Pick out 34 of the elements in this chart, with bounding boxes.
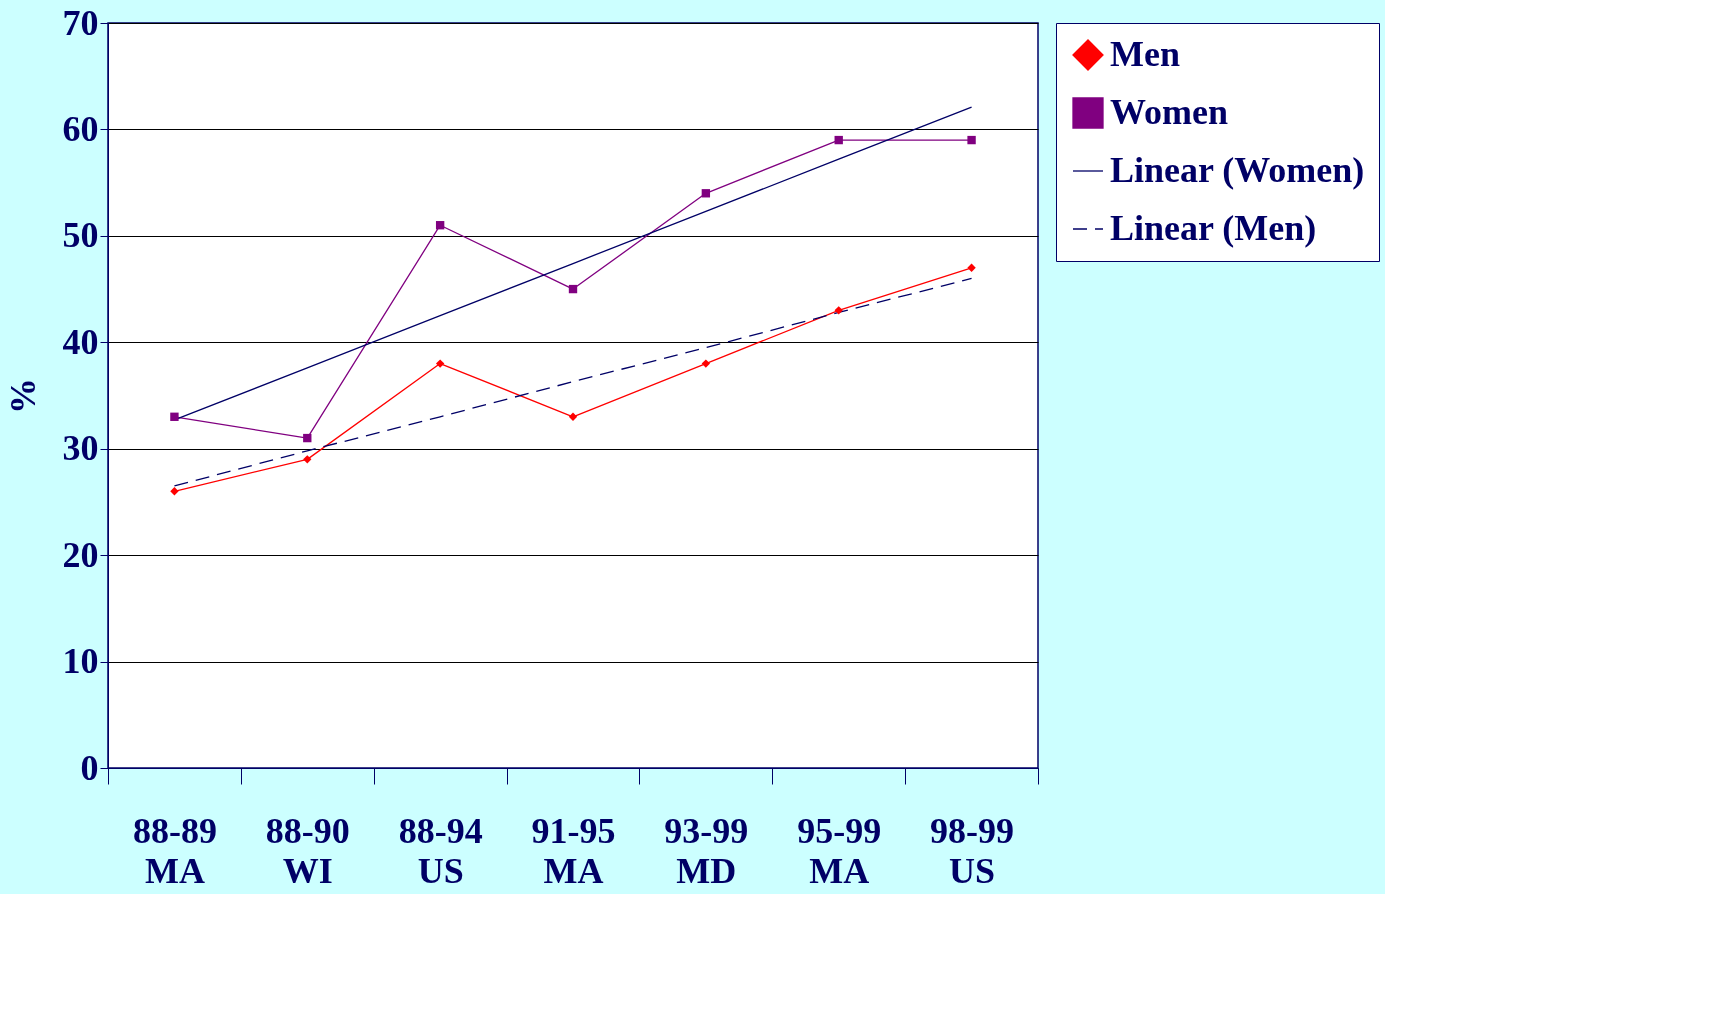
legend-label: Linear (Men) [1110, 208, 1317, 248]
y-tick-label: 60 [62, 108, 99, 149]
point [303, 433, 312, 443]
y-tick-label: 20 [62, 534, 99, 575]
point [967, 263, 976, 272]
y-tick-label: 50 [62, 215, 99, 256]
point [834, 306, 843, 315]
point [568, 284, 578, 294]
y-tick-label: 30 [62, 428, 99, 469]
y-tick-label: 40 [62, 321, 99, 362]
point [834, 135, 843, 145]
point [435, 359, 445, 368]
legend-label: Linear (Women) [1110, 150, 1365, 190]
legend-label: Men [1110, 34, 1180, 74]
y-tick-label: 10 [62, 641, 99, 682]
x-tick-label: 88-94 US [398, 810, 483, 891]
point [170, 412, 179, 421]
x-tick-label: 93-99 MD [664, 810, 749, 891]
y-tick-label: 70 [62, 2, 99, 43]
x-tick-label: 91-95 MA [531, 810, 616, 891]
y-axis-title: % [2, 378, 43, 414]
legend-label: Women [1110, 92, 1229, 132]
point [701, 359, 711, 368]
point [568, 412, 578, 421]
point [701, 189, 711, 198]
x-tick-label: 88-90 WI [265, 810, 350, 891]
y-tick-label: 0 [80, 747, 99, 788]
x-tick-label: 95-99 MA [797, 810, 882, 891]
point [303, 455, 312, 464]
x-tick-label: 98-99 US [930, 810, 1015, 891]
x-tick-label: 88-89 MA [132, 810, 217, 891]
point [967, 135, 976, 145]
point [170, 487, 179, 496]
point [435, 221, 445, 230]
